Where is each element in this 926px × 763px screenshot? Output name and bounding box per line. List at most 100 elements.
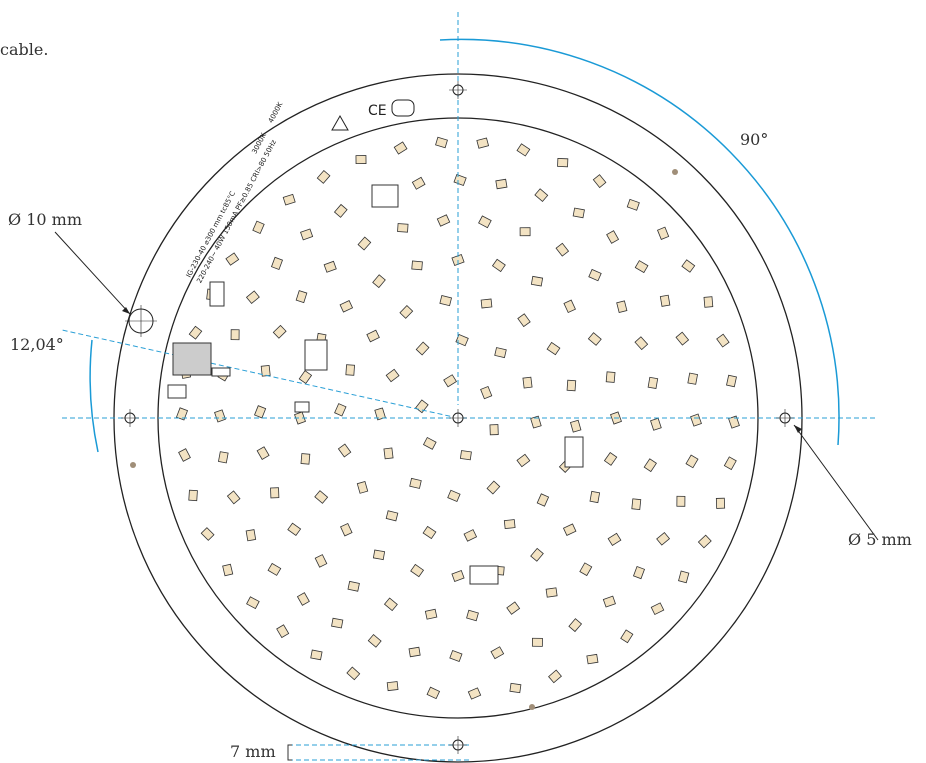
led bbox=[331, 617, 344, 629]
led bbox=[435, 136, 448, 149]
led bbox=[366, 329, 380, 343]
led bbox=[310, 649, 323, 661]
led bbox=[246, 596, 260, 610]
led bbox=[589, 490, 601, 504]
led bbox=[494, 347, 507, 359]
led bbox=[316, 169, 331, 184]
led bbox=[426, 686, 441, 700]
led bbox=[536, 493, 550, 507]
led bbox=[339, 300, 354, 313]
led bbox=[333, 203, 348, 218]
led bbox=[607, 532, 622, 547]
arrowhead bbox=[794, 425, 802, 433]
led bbox=[453, 173, 467, 187]
led bbox=[256, 446, 270, 460]
leader bbox=[793, 424, 879, 541]
led bbox=[605, 371, 616, 383]
icon bbox=[391, 99, 415, 117]
led bbox=[620, 629, 634, 644]
led bbox=[716, 333, 730, 348]
led bbox=[626, 198, 640, 211]
hole-label: Ø 10 mm bbox=[8, 210, 82, 229]
led bbox=[439, 295, 453, 307]
led bbox=[715, 497, 726, 509]
led bbox=[230, 329, 240, 341]
led bbox=[467, 687, 482, 700]
led bbox=[650, 602, 665, 616]
led bbox=[449, 649, 463, 663]
led bbox=[676, 495, 686, 507]
led bbox=[411, 260, 423, 271]
led bbox=[340, 522, 353, 537]
led bbox=[480, 385, 493, 400]
led bbox=[399, 304, 414, 319]
led bbox=[252, 220, 265, 235]
led bbox=[656, 531, 671, 546]
dim-label: 7 mm bbox=[230, 742, 276, 761]
led bbox=[530, 415, 542, 429]
led bbox=[506, 601, 521, 615]
led bbox=[566, 379, 577, 392]
led bbox=[323, 260, 337, 273]
led bbox=[282, 193, 296, 206]
led bbox=[217, 451, 229, 464]
led bbox=[254, 405, 267, 419]
led bbox=[276, 624, 290, 639]
led bbox=[367, 634, 382, 648]
led bbox=[659, 294, 671, 307]
led bbox=[411, 176, 426, 190]
led bbox=[503, 519, 516, 530]
angle-label: 90° bbox=[740, 130, 768, 149]
led bbox=[200, 527, 215, 541]
led bbox=[372, 549, 386, 561]
led bbox=[443, 374, 458, 388]
led bbox=[656, 226, 670, 240]
led bbox=[436, 214, 451, 227]
led bbox=[562, 523, 577, 536]
led bbox=[486, 480, 501, 495]
led bbox=[347, 580, 360, 592]
component bbox=[167, 384, 187, 399]
led bbox=[356, 480, 369, 494]
led bbox=[478, 215, 492, 229]
led bbox=[337, 443, 352, 458]
led bbox=[545, 587, 558, 598]
led bbox=[287, 522, 302, 537]
led bbox=[314, 554, 328, 568]
led bbox=[650, 417, 662, 431]
led bbox=[383, 597, 398, 612]
component bbox=[211, 367, 231, 377]
led bbox=[188, 489, 198, 502]
warning-icon bbox=[331, 114, 349, 131]
led bbox=[690, 413, 702, 427]
angle-line bbox=[61, 329, 459, 419]
led bbox=[314, 490, 329, 504]
led bbox=[175, 407, 189, 421]
component bbox=[294, 401, 310, 413]
led bbox=[451, 570, 465, 582]
led bbox=[346, 666, 361, 681]
leader bbox=[54, 231, 131, 315]
led bbox=[588, 268, 602, 282]
led bbox=[415, 341, 430, 356]
led bbox=[569, 419, 582, 433]
led bbox=[466, 609, 479, 622]
led bbox=[178, 448, 191, 462]
led bbox=[476, 137, 490, 149]
led bbox=[495, 178, 508, 190]
led bbox=[245, 529, 257, 542]
led bbox=[408, 646, 421, 658]
led bbox=[355, 155, 367, 165]
led bbox=[222, 563, 234, 577]
led bbox=[643, 458, 657, 473]
caption: cable. bbox=[0, 40, 48, 59]
led bbox=[300, 228, 314, 241]
led bbox=[634, 260, 649, 274]
dot bbox=[672, 169, 678, 175]
led bbox=[188, 325, 203, 340]
led bbox=[586, 653, 599, 665]
led bbox=[685, 454, 699, 469]
arc-12 bbox=[89, 339, 99, 453]
led bbox=[463, 529, 478, 542]
led bbox=[385, 368, 400, 383]
